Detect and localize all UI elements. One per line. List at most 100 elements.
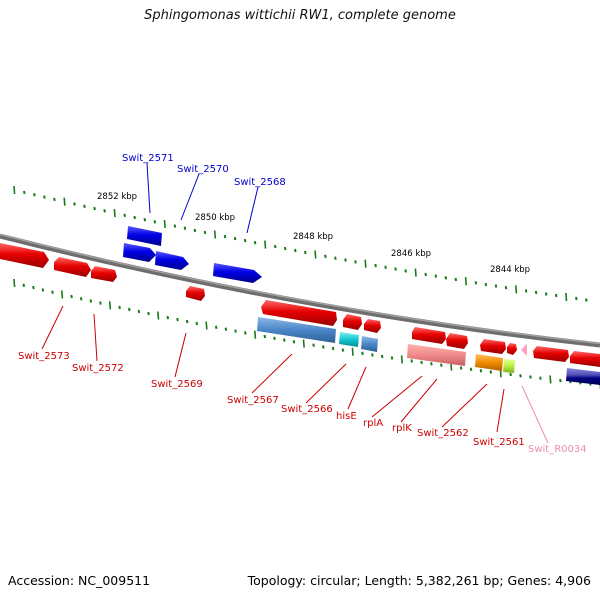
gene-swit-2567[interactable]: [261, 300, 337, 326]
gene-swit-2570-a[interactable]: [123, 243, 156, 262]
minor-tick: [534, 290, 538, 295]
major-tick: [314, 250, 317, 259]
gene-swit-2562[interactable]: [480, 339, 506, 354]
minor-tick: [440, 363, 443, 367]
gene-swit-2560[interactable]: [533, 346, 569, 362]
major-tick: [400, 355, 403, 364]
gene-rplk[interactable]: [446, 333, 468, 349]
minor-tick: [223, 234, 227, 239]
minor-tick: [23, 190, 26, 195]
minor-tick: [244, 331, 247, 335]
minor-tick: [233, 236, 237, 241]
minor-tick: [133, 215, 136, 220]
minor-tick: [334, 256, 337, 260]
major-tick: [414, 268, 417, 277]
outer-scale-ticks: [13, 185, 588, 302]
major-tick: [61, 290, 64, 299]
minor-tick: [324, 254, 327, 258]
gene-swit-2566[interactable]: [343, 314, 362, 330]
major-tick: [13, 185, 16, 195]
minor-tick: [283, 246, 287, 251]
minor-tick: [93, 206, 96, 211]
minor-tick: [410, 359, 413, 363]
minor-tick: [183, 226, 187, 230]
major-tick: [205, 321, 208, 330]
minor-tick: [344, 258, 347, 262]
minor-tick: [331, 346, 335, 351]
minor-tick: [43, 195, 46, 199]
feature-strips: [257, 317, 600, 385]
minor-tick: [32, 285, 35, 290]
minor-tick: [173, 224, 177, 228]
major-tick: [163, 219, 166, 229]
minor-tick: [99, 301, 102, 305]
gene-swit-2570-b[interactable]: [155, 251, 189, 270]
major-tick: [108, 301, 112, 310]
cds-strip-2566: [339, 332, 359, 347]
gene-label-swit-2572: Swit_2572: [72, 363, 124, 374]
minor-tick: [128, 307, 131, 312]
major-tick: [364, 259, 367, 268]
minor-tick: [153, 220, 157, 224]
gene-swit-2568[interactable]: [213, 263, 262, 283]
minor-tick: [459, 366, 463, 370]
cds-strip-2559: [566, 368, 600, 385]
minor-tick: [292, 340, 296, 344]
gene-label-swit-2567: Swit_2567: [227, 395, 279, 406]
minor-tick: [294, 248, 297, 253]
scale-label-2848: 2848 kbp: [293, 232, 333, 242]
major-tick: [302, 339, 305, 348]
gene-swit-2559[interactable]: [570, 351, 600, 367]
gene-swit-2571[interactable]: [127, 226, 162, 246]
cds-strip-2562: [475, 354, 503, 371]
gene-label-swit-2566: Swit_2566: [281, 404, 333, 415]
gene-swit-2572-b[interactable]: [91, 266, 117, 282]
minor-tick: [283, 338, 286, 342]
minor-tick: [89, 299, 93, 303]
minor-tick: [544, 292, 548, 296]
minor-tick: [22, 283, 26, 287]
minor-tick: [374, 263, 377, 268]
gene-swit-2569[interactable]: [186, 286, 205, 301]
major-tick: [113, 209, 116, 218]
minor-tick: [390, 356, 394, 360]
gene-label-swit-2561: Swit_2561: [473, 437, 525, 448]
gene-label-swit-2568: Swit_2568: [234, 177, 286, 188]
major-tick: [464, 277, 467, 286]
gene-swit-2573[interactable]: [0, 243, 49, 268]
gene-label-hise: hisE: [336, 411, 357, 422]
gene-swit-2572-a[interactable]: [54, 257, 91, 277]
gene-swit-2561[interactable]: [507, 343, 517, 355]
gene-rpla[interactable]: [412, 327, 446, 344]
minor-tick: [304, 250, 307, 255]
gene-label-rpla: rplA: [363, 418, 383, 429]
minor-tick: [322, 345, 325, 349]
reverse-genes: [0, 243, 600, 367]
gene-label-swit-2571: Swit_2571: [122, 153, 174, 164]
gene-label-swit-2570: Swit_2570: [177, 164, 229, 175]
major-tick: [264, 240, 267, 249]
gene-label-swit-2562: Swit_2562: [417, 428, 469, 439]
minor-tick: [147, 311, 150, 316]
minor-tick: [176, 317, 179, 322]
minor-tick: [53, 197, 56, 202]
minor-tick: [73, 202, 76, 206]
accession-label: Accession: NC_009511: [8, 573, 151, 588]
minor-tick: [273, 336, 276, 340]
minor-tick: [273, 244, 277, 249]
major-tick: [351, 347, 354, 356]
major-tick: [549, 375, 552, 384]
minor-tick: [384, 265, 387, 269]
minor-tick: [243, 238, 247, 243]
minor-tick: [214, 325, 218, 329]
gene-label-rplk: rplK: [392, 423, 412, 434]
minor-tick: [312, 343, 315, 347]
minor-tick: [234, 329, 237, 333]
minor-tick: [166, 315, 170, 320]
gene-swit-r0034[interactable]: [521, 344, 527, 356]
minor-tick: [479, 369, 483, 373]
minor-tick: [341, 348, 345, 352]
gene-hise[interactable]: [364, 319, 381, 333]
map-title: Sphingomonas wittichii RW1, complete gen…: [144, 8, 456, 23]
scale-label-2852: 2852 kbp: [97, 192, 137, 202]
